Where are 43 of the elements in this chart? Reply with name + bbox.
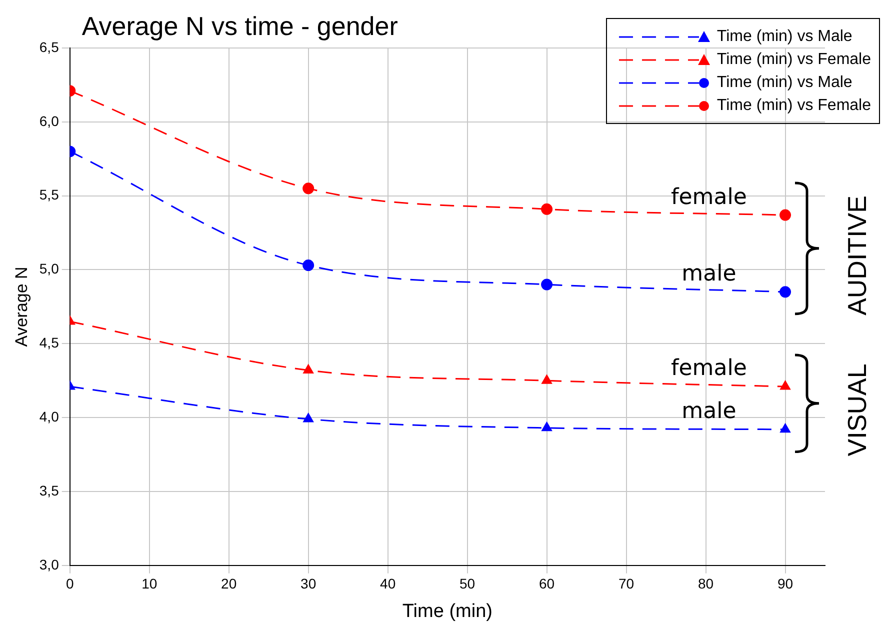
- annotation: male: [682, 262, 736, 287]
- legend-label: Time (min) vs Female: [716, 96, 871, 114]
- point: [542, 422, 552, 432]
- point: [780, 286, 792, 298]
- point: [302, 182, 314, 194]
- chart-title: Average N vs time - gender: [82, 11, 398, 42]
- point: [541, 203, 553, 215]
- point: [542, 374, 552, 384]
- point: [303, 413, 314, 422]
- y-tick-label: 6,0: [39, 112, 60, 129]
- y-tick-label: 3,0: [39, 556, 60, 572]
- y-tick-label: 5,5: [39, 186, 60, 203]
- legend-label: Time (min) vs Female: [716, 50, 871, 68]
- y-tick-label: 6,5: [39, 38, 60, 55]
- y-tick-label: 3,5: [39, 482, 60, 498]
- x-tick-label: 50: [460, 576, 476, 592]
- x-tick-label: 80: [698, 576, 714, 592]
- y-tick-label: 4,0: [39, 408, 60, 424]
- y-tick-label: 4,5: [39, 334, 60, 351]
- text: AUDITIVE: [842, 196, 872, 316]
- y-tick-label: 5,0: [39, 260, 60, 277]
- legend-label: Time (min) vs Male: [716, 74, 852, 92]
- x-tick-label: 30: [300, 576, 316, 592]
- x-tick-label: 20: [221, 576, 237, 592]
- annotation: male: [682, 399, 736, 424]
- x-tick-label: 40: [380, 576, 396, 592]
- legend-label: Time (min) vs Male: [716, 28, 852, 46]
- point: [303, 364, 314, 374]
- point: [541, 278, 553, 290]
- point: [302, 260, 314, 272]
- annotation: female: [671, 356, 747, 382]
- y-axis-title: Average N: [12, 266, 31, 347]
- x-tick-label: 90: [777, 576, 794, 592]
- x-tick-label: 70: [618, 576, 634, 592]
- x-tick-label: 60: [539, 576, 555, 592]
- x-tick-label: 10: [142, 576, 158, 592]
- point: [780, 209, 792, 221]
- x-axis-title: Time (min): [402, 600, 492, 622]
- point: [780, 380, 790, 390]
- text: VISUAL: [842, 364, 872, 456]
- point: [780, 424, 790, 433]
- annotation: female: [671, 184, 747, 210]
- x-tick-label: 0: [66, 576, 74, 592]
